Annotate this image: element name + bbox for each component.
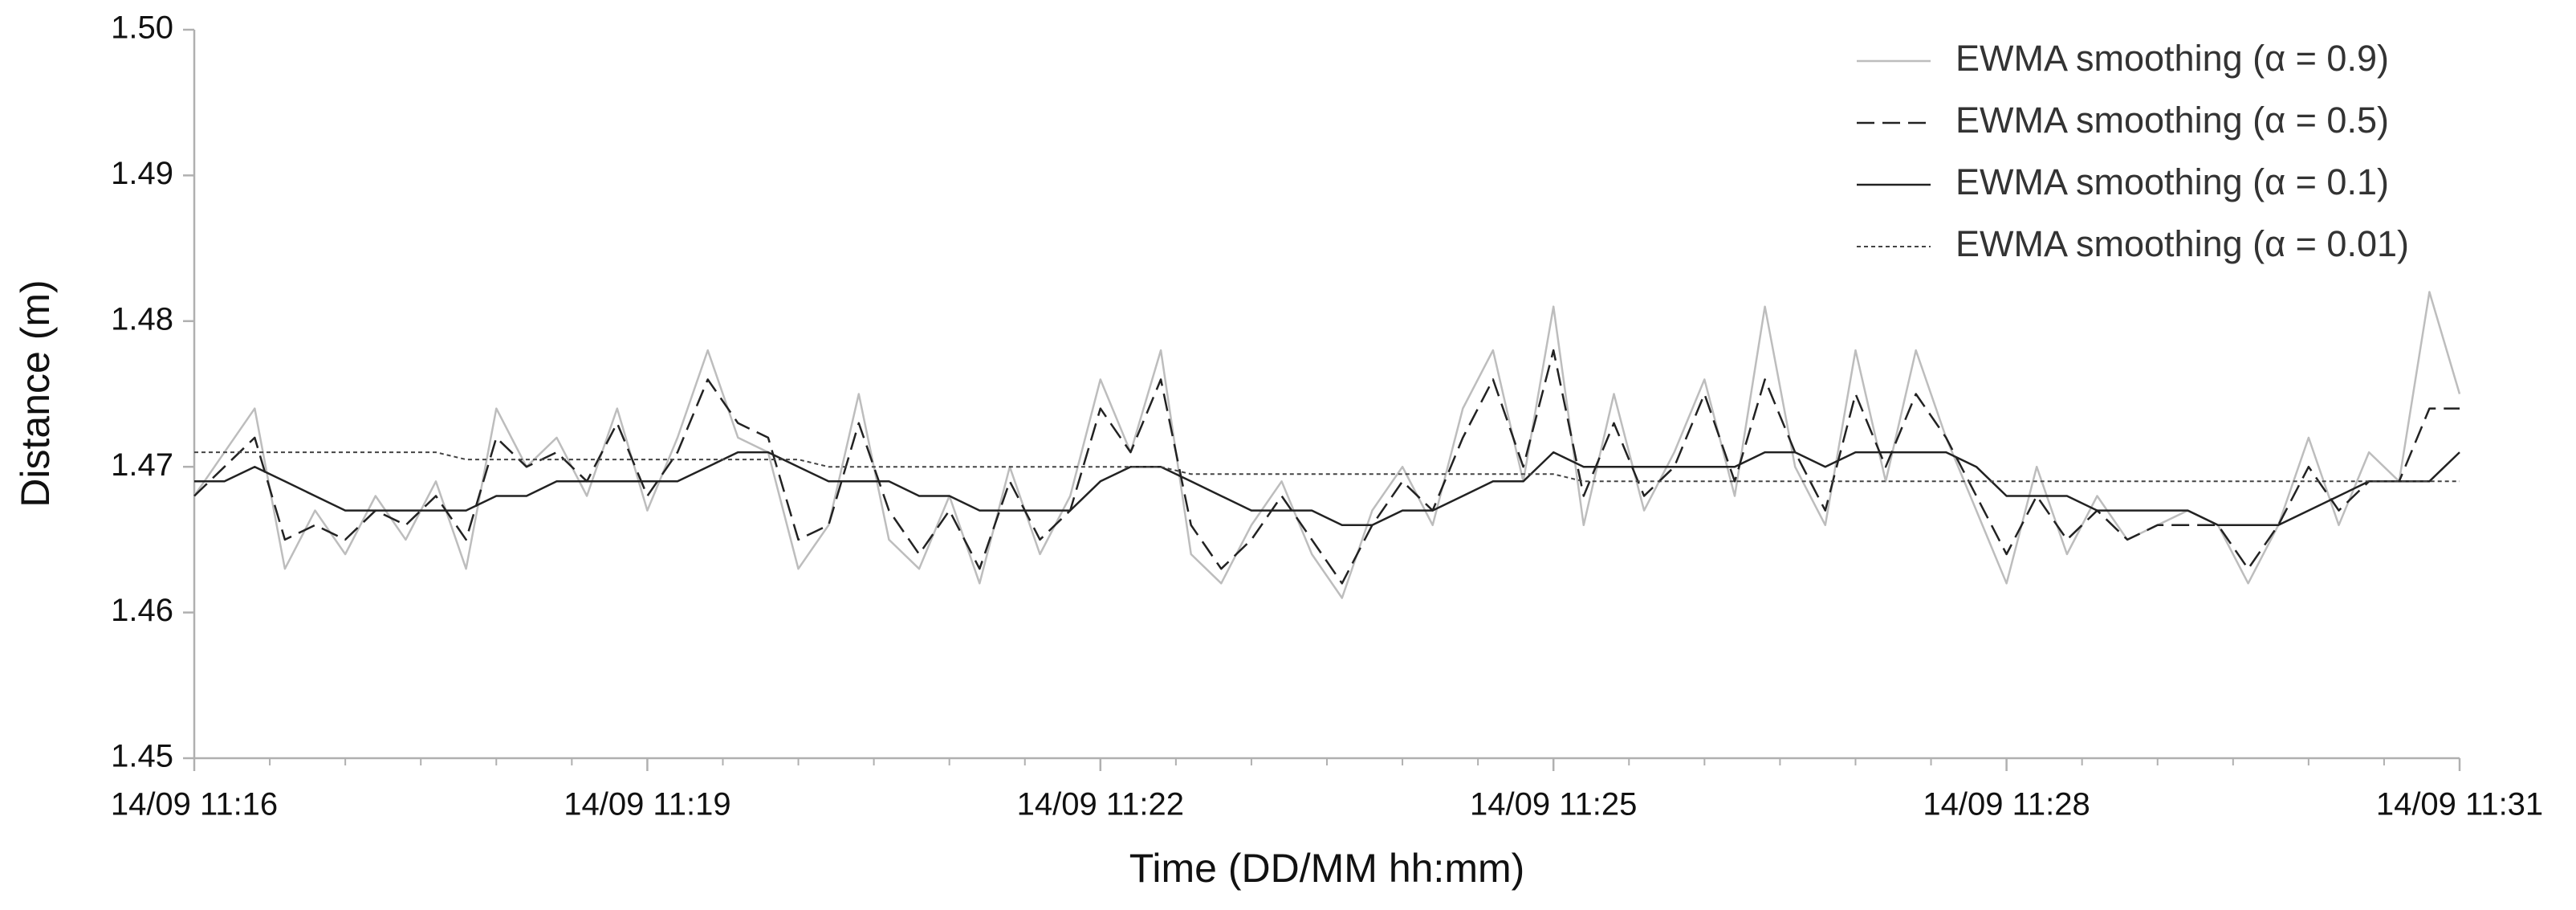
series-line xyxy=(193,291,2461,599)
series-line xyxy=(194,451,2460,527)
x-tick-label: 14/09 11:16 xyxy=(111,787,278,822)
y-tick-label: 1.47 xyxy=(111,447,173,483)
legend-label: EWMA smoothing (α = 0.5) xyxy=(1955,100,2389,141)
y-tick-label: 1.46 xyxy=(111,593,173,628)
x-tick-label: 14/09 11:28 xyxy=(1923,787,2090,822)
legend-label: EWMA smoothing (α = 0.01) xyxy=(1955,223,2409,264)
y-tick-label: 1.45 xyxy=(111,739,173,774)
series-line xyxy=(194,451,2460,483)
y-tick-label: 1.49 xyxy=(111,156,173,191)
x-tick-label: 14/09 11:19 xyxy=(564,787,730,822)
x-tick-label: 14/09 11:22 xyxy=(1017,787,1184,822)
x-tick-label: 14/09 11:25 xyxy=(1470,787,1637,822)
legend-label: EWMA smoothing (α = 0.1) xyxy=(1955,161,2389,202)
y-axis-title: Distance (m) xyxy=(13,280,58,507)
x-tick-label: 14/09 11:31 xyxy=(2376,787,2543,822)
x-axis-title: Time (DD/MM hh:mm) xyxy=(1129,846,1525,891)
y-tick-label: 1.50 xyxy=(111,10,173,46)
series-line xyxy=(193,349,2460,585)
y-tick-label: 1.48 xyxy=(111,301,173,337)
legend-label: EWMA smoothing (α = 0.9) xyxy=(1955,38,2389,79)
